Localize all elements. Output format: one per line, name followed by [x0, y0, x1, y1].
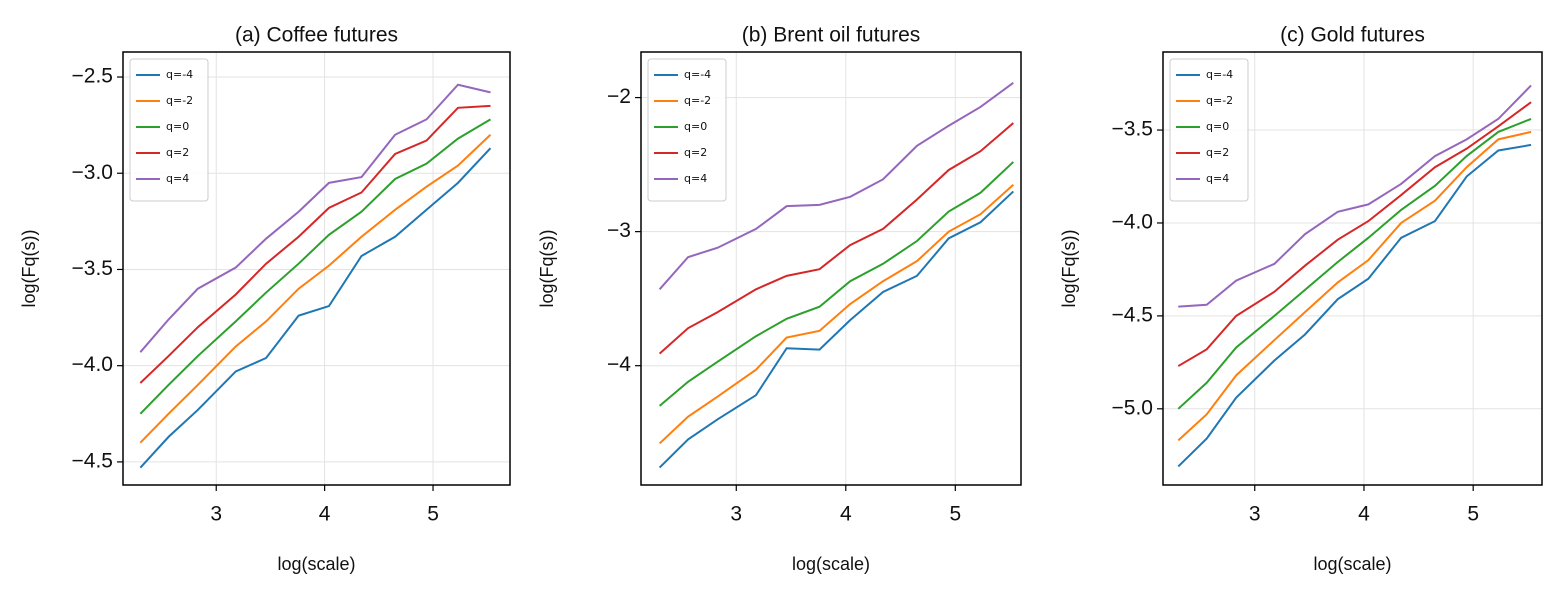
data-line: [1177, 130, 1532, 442]
panel-title: (c) Gold futures: [1280, 24, 1425, 47]
data-line: [658, 183, 1014, 445]
y-tick-label: −4: [607, 353, 631, 376]
legend-label: q=2: [1206, 146, 1229, 159]
y-tick-label: −4.0: [72, 353, 113, 376]
data-line: [658, 161, 1015, 407]
data-line: [1177, 143, 1532, 468]
legend-label: q=0: [684, 120, 707, 133]
axes-frame: [122, 51, 511, 486]
legend-label: q=4: [684, 172, 707, 185]
legend-label: q=2: [166, 146, 189, 159]
legend-label: q=-2: [1206, 94, 1233, 107]
y-tick-label: −4.5: [1112, 303, 1153, 326]
x-axis-label: log(scale): [792, 554, 870, 574]
data-line: [139, 83, 491, 353]
data-line: [139, 118, 491, 415]
y-tick-label: −4.0: [1112, 211, 1153, 234]
data-line: [1178, 84, 1532, 308]
data-line: [658, 190, 1015, 469]
data-line: [139, 104, 491, 384]
legend-label: q=0: [1206, 120, 1229, 133]
legend-label: q=-2: [166, 94, 193, 107]
panel-title: (b) Brent oil futures: [742, 24, 921, 47]
x-tick-label: 4: [1358, 503, 1370, 526]
data-line: [1177, 101, 1532, 367]
x-tick-label: 3: [210, 503, 222, 526]
y-axis-label: log(Fq(s)): [537, 229, 557, 307]
legend-box: [129, 58, 209, 202]
x-axis-label: log(scale): [277, 554, 355, 574]
data-line: [1177, 117, 1532, 410]
y-tick-label: −3.5: [72, 257, 113, 280]
x-tick-label: 3: [1249, 503, 1261, 526]
axes-frame: [1162, 51, 1543, 486]
panel-title: (a) Coffee futures: [235, 24, 398, 47]
y-tick-label: −2: [607, 85, 631, 108]
legend-label: q=-4: [1206, 68, 1233, 81]
y-axis-label: log(Fq(s)): [1059, 229, 1079, 307]
y-tick-label: −3.5: [1112, 118, 1153, 141]
x-tick-label: 5: [427, 503, 439, 526]
legend-label: q=-2: [684, 94, 711, 107]
legend-box: [647, 58, 727, 202]
y-tick-label: −5.0: [1112, 396, 1153, 419]
legend-box: [1169, 58, 1249, 202]
axes-frame: [640, 51, 1022, 486]
y-tick-label: −3: [607, 219, 631, 242]
y-tick-label: −4.5: [72, 449, 113, 472]
legend-label: q=-4: [166, 68, 193, 81]
data-line: [658, 82, 1014, 290]
legend-label: q=0: [166, 120, 189, 133]
x-tick-label: 5: [949, 503, 961, 526]
y-tick-label: −3.0: [72, 161, 113, 184]
x-tick-label: 5: [1467, 503, 1479, 526]
y-tick-label: −2.5: [72, 65, 113, 88]
data-line: [658, 122, 1014, 355]
legend-label: q=2: [684, 146, 707, 159]
x-axis-label: log(scale): [1313, 554, 1391, 574]
legend-label: q=-4: [684, 68, 711, 81]
x-tick-label: 3: [730, 503, 742, 526]
data-line: [139, 147, 492, 469]
data-line: [139, 134, 492, 444]
y-axis-label: log(Fq(s)): [19, 229, 39, 307]
x-tick-label: 4: [319, 503, 331, 526]
x-tick-label: 4: [840, 503, 852, 526]
legend-label: q=4: [166, 172, 189, 185]
legend-label: q=4: [1206, 172, 1229, 185]
